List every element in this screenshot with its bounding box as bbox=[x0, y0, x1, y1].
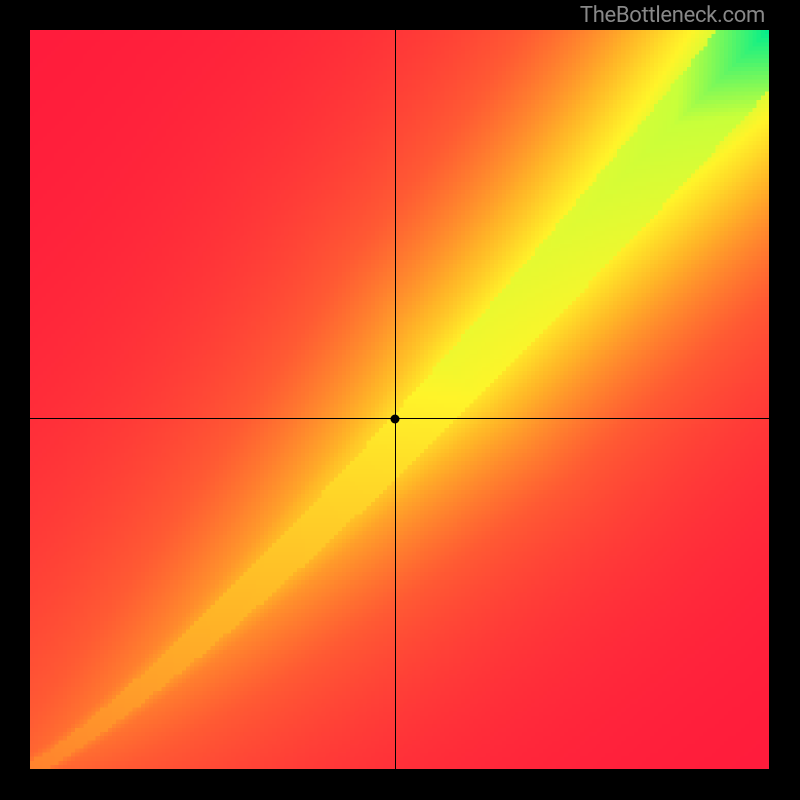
crosshair-marker-dot bbox=[391, 414, 400, 423]
heatmap-plot-area bbox=[30, 30, 769, 769]
crosshair-vertical bbox=[395, 30, 396, 769]
heatmap-canvas bbox=[30, 30, 769, 769]
watermark-text: TheBottleneck.com bbox=[580, 3, 765, 28]
